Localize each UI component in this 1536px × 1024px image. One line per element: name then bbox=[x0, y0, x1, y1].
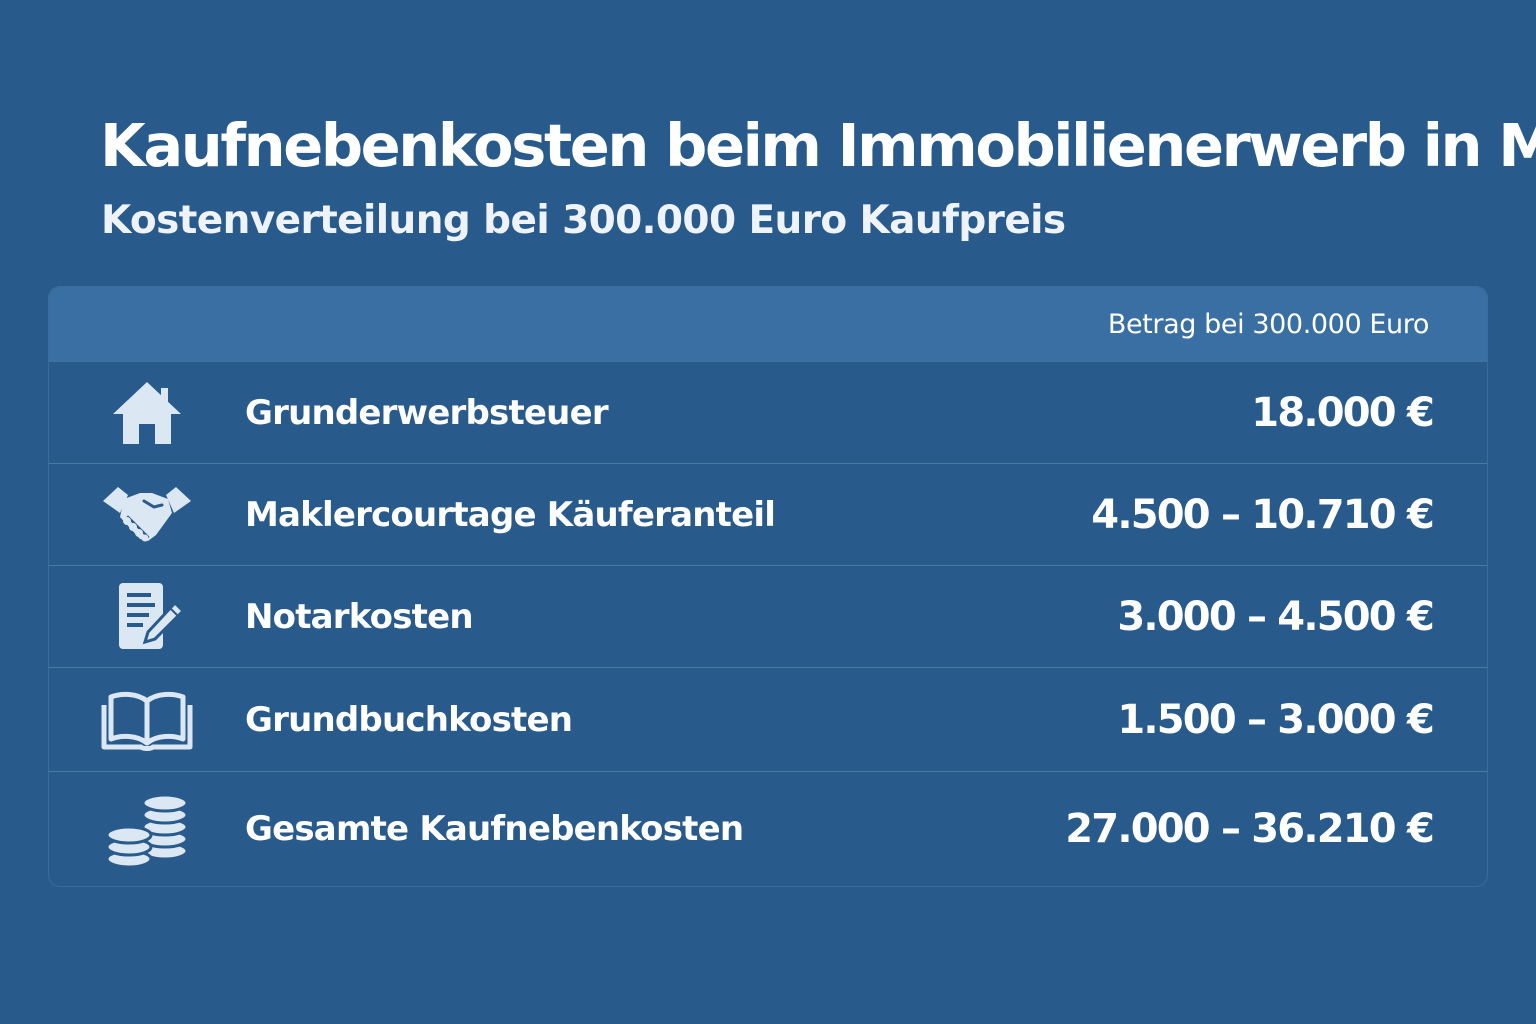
row-label: Notarkosten bbox=[245, 596, 474, 637]
table-row: Grundbuchkosten 1.500 – 3.000 € bbox=[49, 668, 1487, 772]
open-book-icon bbox=[97, 682, 197, 758]
amount-column-header: Betrag bei 300.000 Euro bbox=[1107, 309, 1430, 340]
table-row: Maklercourtage Käuferanteil 4.500 – 10.7… bbox=[49, 464, 1487, 566]
row-label: Gesamte Kaufnebenkosten bbox=[245, 809, 744, 849]
row-label: Grundbuchkosten bbox=[245, 699, 573, 740]
document-pen-icon bbox=[97, 579, 197, 655]
table-header: Betrag bei 300.000 Euro bbox=[49, 287, 1487, 362]
row-label: Maklercourtage Käuferanteil bbox=[245, 494, 776, 535]
house-icon bbox=[97, 375, 197, 451]
coins-icon bbox=[97, 791, 197, 869]
cost-table: Betrag bei 300.000 Euro Grunderwerbsteue… bbox=[48, 286, 1488, 887]
table-row: Gesamte Kaufnebenkosten 27.000 – 36.210 … bbox=[49, 772, 1487, 886]
table-row: Notarkosten 3.000 – 4.500 € bbox=[49, 566, 1487, 668]
row-value: 1.500 – 3.000 € bbox=[1117, 696, 1434, 743]
table-row: Grunderwerbsteuer 18.000 € bbox=[49, 362, 1487, 464]
page-title: Kaufnebenkosten beim Immobilienerwerb in… bbox=[100, 111, 1536, 180]
row-value: 18.000 € bbox=[1251, 389, 1435, 436]
row-label: Grunderwerbsteuer bbox=[245, 392, 609, 433]
row-value: 3.000 – 4.500 € bbox=[1117, 593, 1434, 640]
page-subtitle: Kostenverteilung bei 300.000 Euro Kaufpr… bbox=[101, 198, 1066, 243]
row-value: 4.500 – 10.710 € bbox=[1091, 491, 1435, 538]
row-value: 27.000 – 36.210 € bbox=[1065, 806, 1435, 852]
handshake-icon bbox=[97, 477, 197, 553]
